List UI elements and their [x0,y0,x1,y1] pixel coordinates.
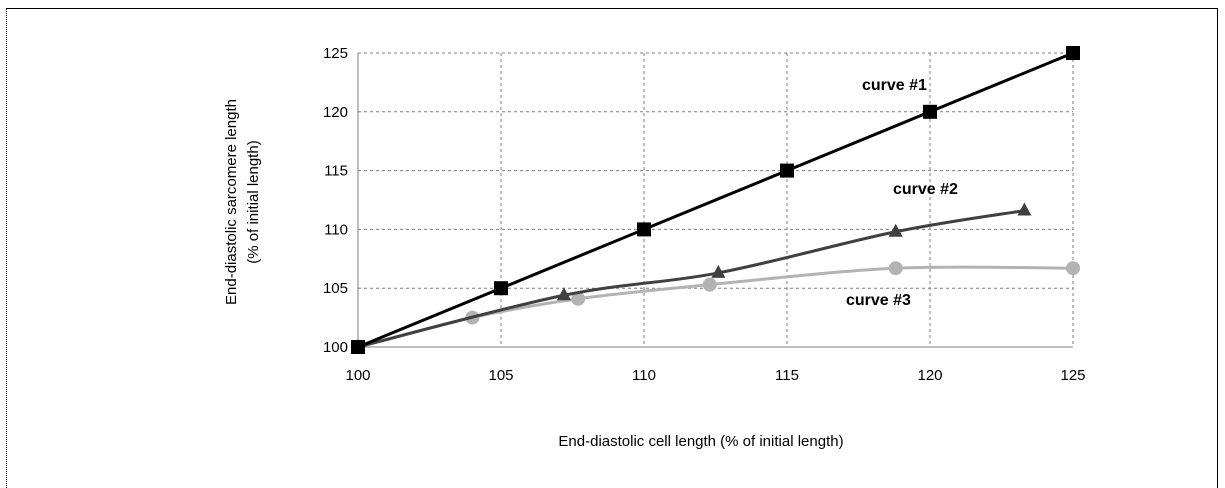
series-layer [351,46,1080,354]
x-tick-label: 105 [488,367,513,384]
curve-2-label: curve #2 [893,181,958,198]
triangle-marker [556,287,571,301]
labels-layer: End-diastolic cell length (% of initial … [223,77,958,450]
circle-marker [571,291,586,306]
figure-frame [6,8,1218,488]
series-2 [351,202,1032,352]
square-marker [780,163,794,178]
x-tick-label: 120 [917,367,942,384]
series-1 [351,46,1080,354]
curve-1-label: curve #1 [862,77,927,94]
square-marker [637,222,651,237]
y-axis-title-line1: End-diastolic sarcomere length [223,99,240,305]
x-tick-label: 110 [632,367,656,384]
circle-marker [702,277,717,292]
triangle-marker [1017,202,1032,216]
curve-3-label: curve #3 [846,292,911,309]
square-marker [351,340,365,354]
square-marker [1066,46,1080,60]
x-tick-label: 125 [1060,367,1085,384]
x-axis-title: End-diastolic cell length (% of initial … [558,433,843,450]
y-tick-label: 100 [323,339,348,356]
square-marker [923,104,937,119]
x-tick-label: 100 [345,367,370,384]
circle-marker [1066,261,1080,276]
y-tick-label: 105 [323,280,348,297]
triangle-marker [711,264,726,278]
series-line [357,51,1074,349]
axes: 100 105 110 115 120 125 100 105 110 115 120 125 [323,45,1086,384]
y-tick-label: 115 [324,163,348,180]
y-tick-label: 110 [324,221,348,238]
circle-marker [888,261,903,276]
series-line [357,265,1074,349]
y-tick-label: 125 [323,45,348,62]
square-marker [494,281,508,296]
series-line [357,209,1025,349]
y-axis-title-line2: (% of initial length) [245,140,262,263]
y-tick-label: 120 [323,104,348,121]
x-tick-label: 115 [775,367,799,384]
triangle-marker [888,223,903,237]
grid [358,52,1074,347]
